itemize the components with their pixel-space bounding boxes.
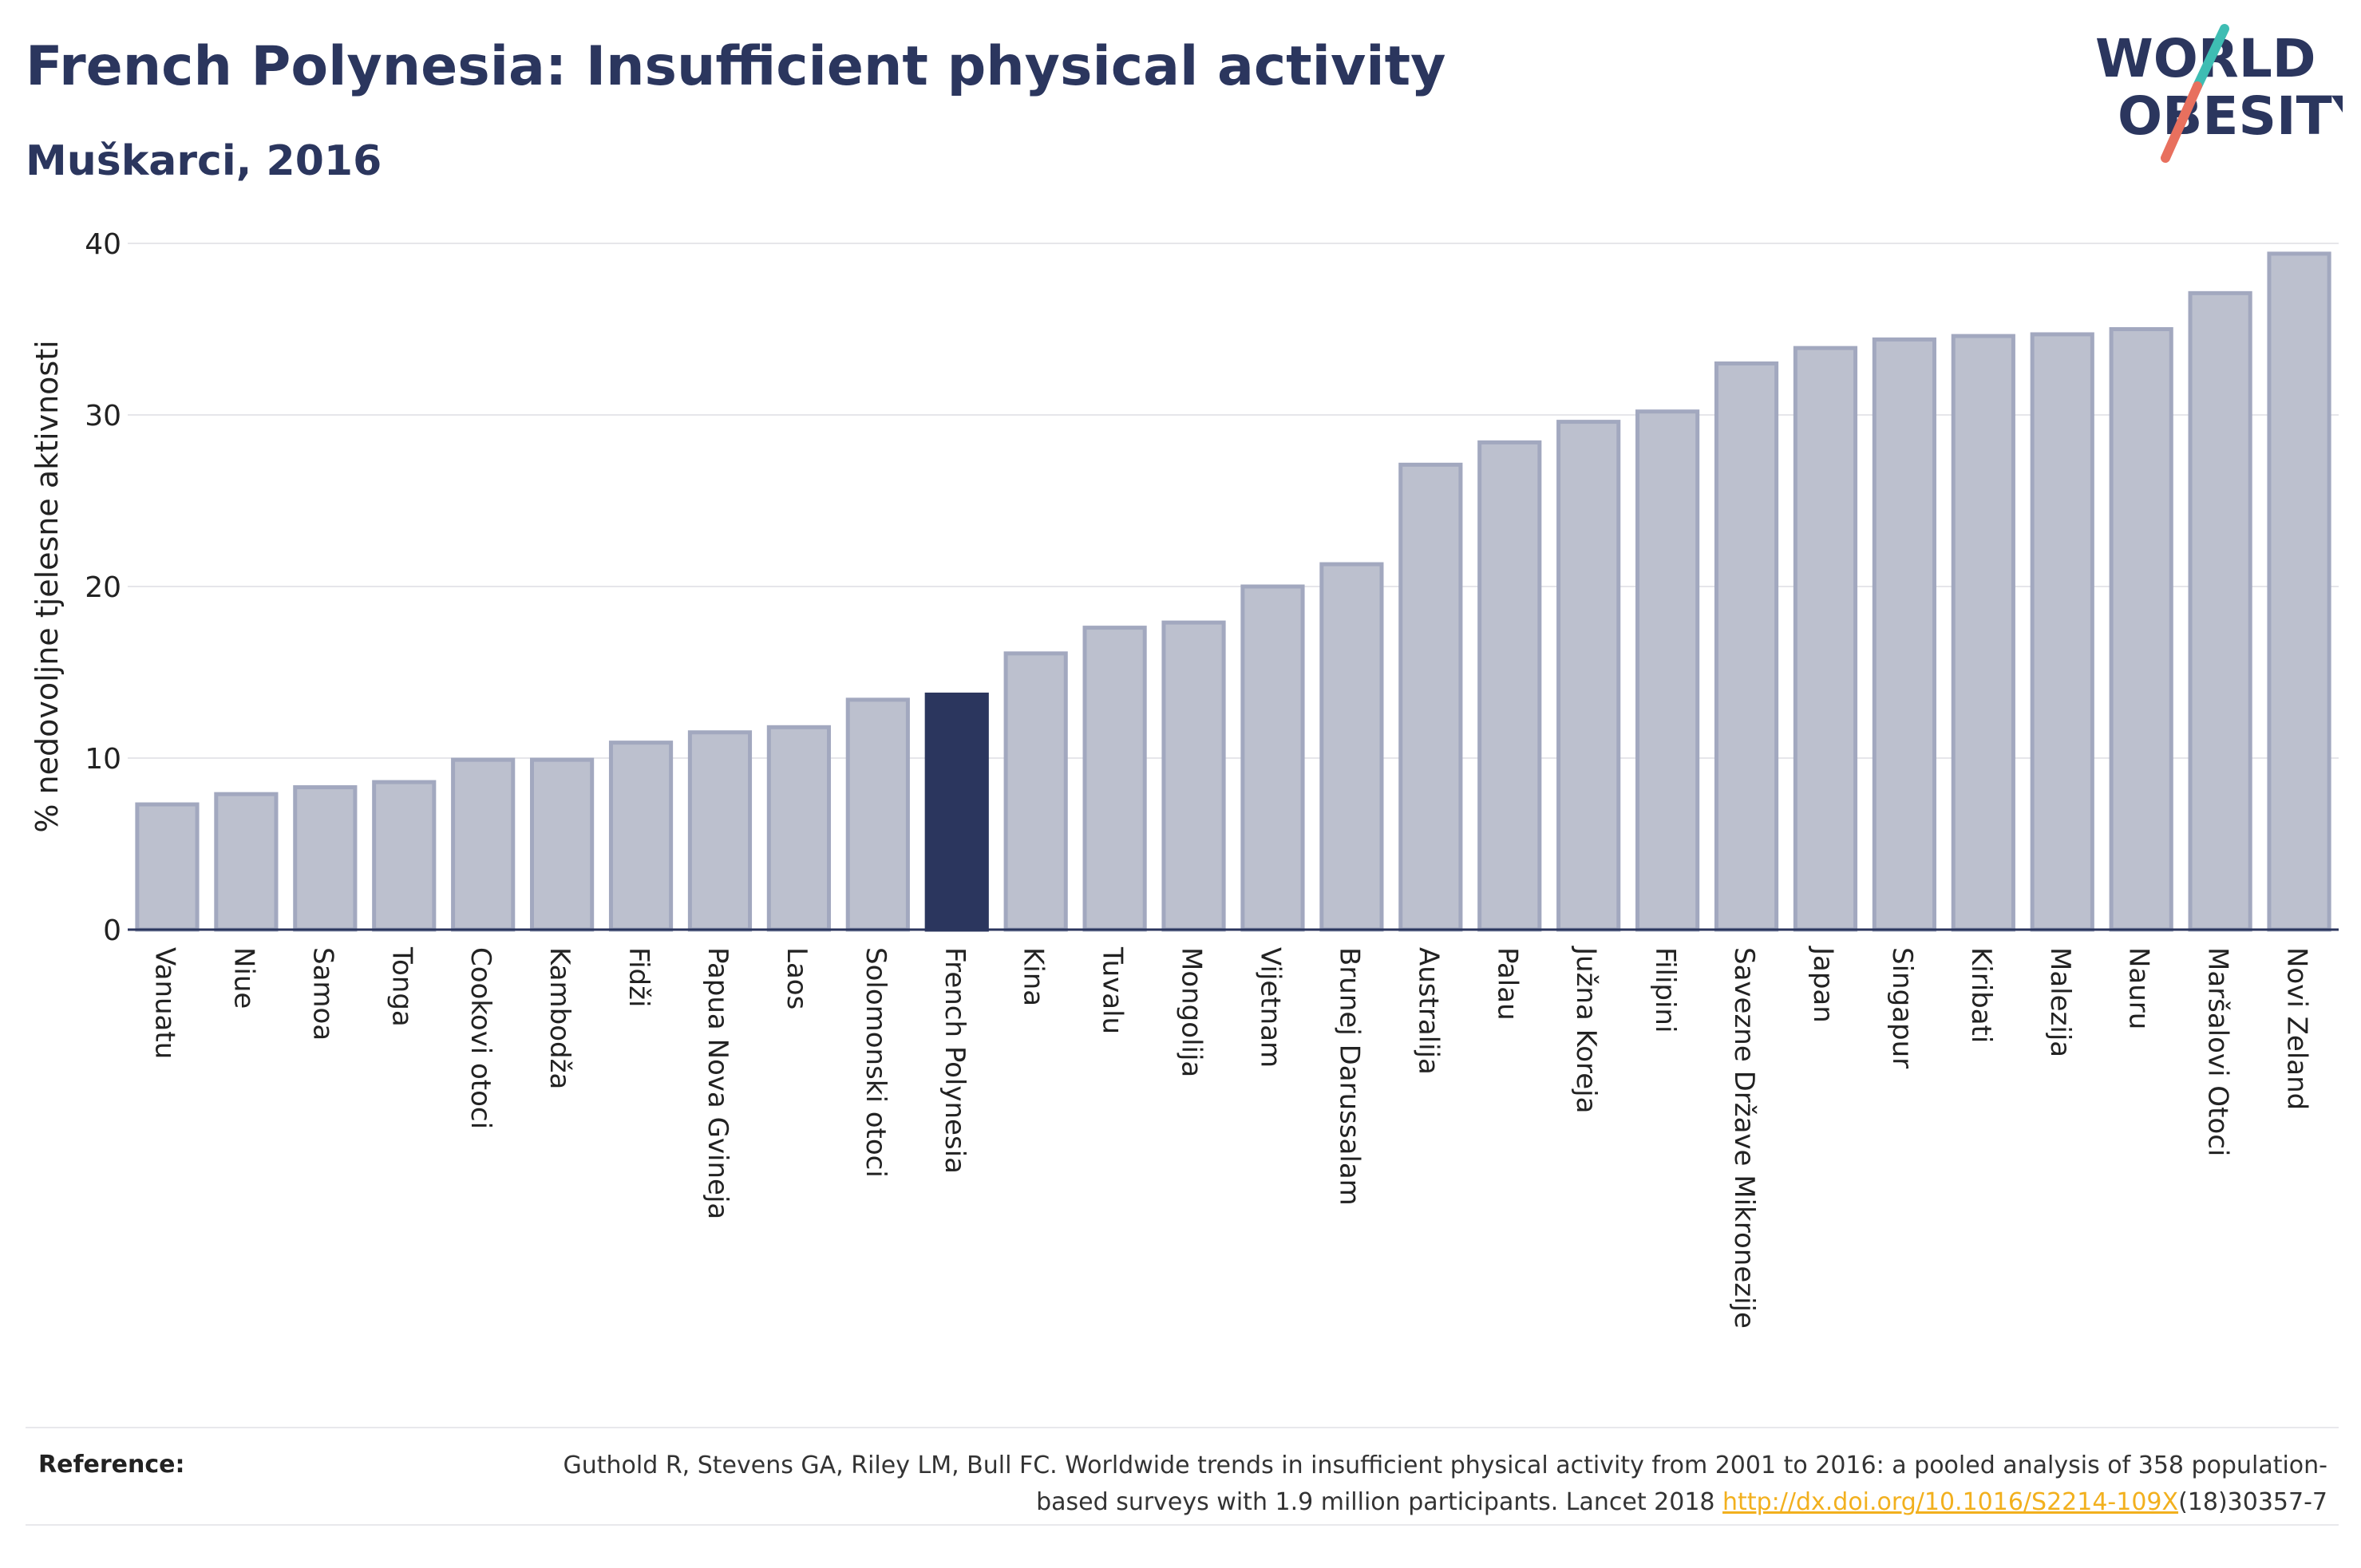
x-tick-label: Samoa xyxy=(306,947,338,1041)
bar-kiribati xyxy=(1951,334,2015,932)
x-tick-label: Filipini xyxy=(1649,947,1681,1033)
x-tick-label: Cookovi otoci xyxy=(465,947,496,1129)
logo-coral-slash xyxy=(2161,81,2202,163)
x-tick-label: Mongolija xyxy=(1176,947,1208,1077)
reference-citation-end: (18)30357-7 xyxy=(2178,1488,2327,1516)
bar-filipini xyxy=(1635,409,1700,932)
bar-tonga xyxy=(372,780,437,932)
bar-novi-zeland xyxy=(2267,251,2331,932)
bar-vijetnam xyxy=(1240,584,1305,932)
y-tick-label: 20 xyxy=(85,571,121,604)
x-tick-label: Solomonski otoci xyxy=(860,947,892,1178)
x-tick-label: Singapur xyxy=(1886,947,1918,1068)
x-tick-label: Kina xyxy=(1018,947,1050,1006)
chart-subtitle: Muškarci, 2016 xyxy=(26,137,382,185)
x-tick-label: Savezne Države Mikronezije xyxy=(1728,947,1760,1329)
x-tick-label: Kambodža xyxy=(544,947,575,1089)
x-tick-label: Južna Koreja xyxy=(1570,946,1602,1113)
y-tick-label: 0 xyxy=(103,914,121,947)
x-tick-label: Malezija xyxy=(2044,947,2076,1057)
reference-doi-link[interactable]: http://dx.doi.org/10.1016/S2214-109X xyxy=(1722,1488,2179,1516)
bar-laos xyxy=(766,725,831,932)
reference-divider-bottom xyxy=(26,1524,2339,1526)
x-tick-label: Niue xyxy=(227,947,259,1009)
logo-line2: OBESITY xyxy=(2118,85,2343,147)
bar-maršalovi-otoci xyxy=(2188,290,2252,932)
y-axis-ticks: 0 10 20 30 40 xyxy=(85,228,121,947)
x-axis-labels: Vanuatu Niue Samoa Tonga Cookovi otoci Kambod… xyxy=(148,946,2312,1329)
y-tick-label: 10 xyxy=(85,743,121,776)
x-tick-label: Brunej Darussalam xyxy=(1333,947,1365,1206)
x-tick-label: Japan xyxy=(1807,946,1839,1023)
bar-palau xyxy=(1477,440,1542,932)
world-obesity-logo: WORLD OBESITY xyxy=(2095,24,2343,163)
x-tick-label: Laos xyxy=(781,947,813,1009)
y-tick-label: 30 xyxy=(85,400,121,432)
x-tick-label: Maršalovi Otoci xyxy=(2202,947,2234,1156)
x-tick-label: Novi Zeland xyxy=(2281,947,2313,1110)
x-tick-label: French Polynesia xyxy=(939,947,971,1174)
bar-mongolija xyxy=(1161,620,1226,932)
bar-singapur xyxy=(1872,337,1936,932)
bar-nauru xyxy=(2109,327,2173,932)
bar-malezija xyxy=(2030,332,2094,932)
x-tick-label: Fidži xyxy=(623,947,655,1007)
x-tick-label: Kiribati xyxy=(1965,947,1997,1043)
bar-vanuatu xyxy=(135,802,200,932)
x-tick-label: Papua Nova Gvineja xyxy=(702,947,734,1219)
bar-solomonski-otoci xyxy=(845,697,910,932)
bar-savezne-države-mikronezije xyxy=(1714,361,1779,932)
x-tick-label: Vijetnam xyxy=(1254,947,1286,1068)
bar-niue xyxy=(214,792,279,932)
x-tick-label: Palau xyxy=(1491,947,1523,1021)
reference-label: Reference: xyxy=(38,1451,185,1479)
bar-chart: 0 10 20 30 40 Vanuatu Niue Samoa Tonga Cookovi o… xyxy=(30,228,2339,1329)
bar-japan xyxy=(1793,346,1858,932)
x-tick-label: Nauru xyxy=(2123,947,2155,1029)
bar-australija xyxy=(1398,462,1463,932)
bar-cookovi-otoci xyxy=(451,757,516,932)
bar-brunej-darussalam xyxy=(1319,562,1384,932)
bar-kina xyxy=(1003,651,1068,932)
x-tick-label: Vanuatu xyxy=(148,947,180,1059)
bars xyxy=(135,251,2331,932)
chart-title: French Polynesia: Insufficient physical … xyxy=(26,35,1446,98)
reference-text: Guthold R, Stevens GA, Riley LM, Bull FC… xyxy=(492,1448,2327,1521)
y-tick-label: 40 xyxy=(85,228,121,261)
y-axis-label: % nedovoljne tjelesne aktivnosti xyxy=(30,340,65,832)
x-tick-label: Tuvalu xyxy=(1097,946,1129,1034)
x-tick-label: Tonga xyxy=(386,946,417,1027)
bar-tuvalu xyxy=(1082,626,1147,932)
bar-samoa xyxy=(293,785,358,932)
bar-fidži xyxy=(608,741,674,932)
bar-kambodža xyxy=(530,757,595,932)
reference-divider-top xyxy=(26,1427,2339,1428)
bar-papua-nova-gvineja xyxy=(687,730,753,932)
logo-teal-slash xyxy=(2193,24,2229,91)
reference-citation: Guthold R, Stevens GA, Riley LM, Bull FC… xyxy=(563,1451,2327,1516)
x-tick-label: Australija xyxy=(1412,947,1444,1075)
bar-french-polynesia xyxy=(924,692,989,932)
bar-južna-koreja xyxy=(1556,420,1621,932)
